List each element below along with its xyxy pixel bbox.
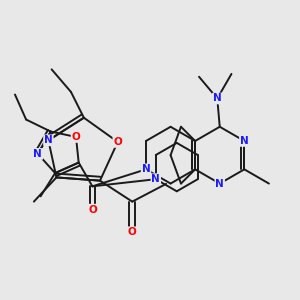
Text: N: N [142, 164, 150, 174]
Text: O: O [88, 205, 97, 214]
Text: O: O [128, 227, 136, 237]
Text: N: N [215, 178, 224, 188]
Text: N: N [44, 135, 53, 145]
Text: O: O [72, 132, 80, 142]
Text: O: O [113, 137, 122, 147]
Text: N: N [240, 136, 249, 146]
Text: N: N [152, 174, 160, 184]
Text: N: N [213, 94, 222, 103]
Text: N: N [34, 149, 42, 159]
